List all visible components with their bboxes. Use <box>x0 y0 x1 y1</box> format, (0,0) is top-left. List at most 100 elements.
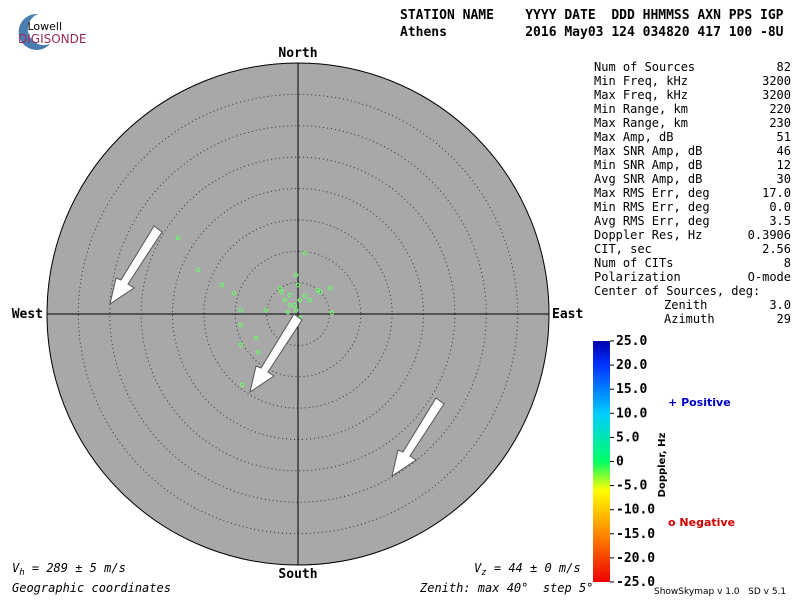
stat-label: Min RMS Err, deg <box>594 200 710 214</box>
zenith-label: Zenith: max 40° step 5° <box>419 581 593 595</box>
colorbar-tick-label: 25.0 <box>616 334 647 349</box>
source-point <box>302 293 308 299</box>
value-text: = 44 ± 0 m/s <box>487 561 581 575</box>
legend-text: Negative <box>679 516 735 529</box>
logo-bottom: DIGISONDE <box>18 32 86 46</box>
source-point <box>293 307 299 313</box>
colorbar-tick-label: -15.0 <box>616 527 655 542</box>
coords-label: Geographic coordinates <box>12 581 171 595</box>
subscript: h <box>19 568 24 578</box>
stat-value: 29 <box>777 312 791 326</box>
stat-value: 12 <box>777 158 791 172</box>
colorbar-tick-label: 10.0 <box>616 406 647 421</box>
header-line: STATION NAME YYYY DATE DDD HHMMSS AXN PP… <box>400 8 784 23</box>
subscript: z <box>481 568 486 578</box>
drift-arrows <box>109 225 445 478</box>
stat-label: Min Range, km <box>594 102 688 116</box>
stat-label: Doppler Res, Hz <box>594 228 702 242</box>
stat-label: Min SNR Amp, dB <box>594 158 702 172</box>
stat-value: 8 <box>784 256 791 270</box>
stat-label: Min Freq, kHz <box>594 74 688 88</box>
header-line: Athens 2016 May03 124 034820 417 100 -8U <box>400 25 784 40</box>
source-point <box>263 307 269 313</box>
colorbar-tick-label: -25.0 <box>616 575 655 590</box>
source-point <box>295 282 301 288</box>
source-point <box>317 289 323 295</box>
source-point <box>231 290 237 296</box>
stat-value: 3200 <box>762 74 791 88</box>
vh-label: Vh = 289 ± 5 m/s <box>12 561 126 578</box>
stat-value: 3.5 <box>769 214 791 228</box>
version-label: ShowSkymap v 1.0 SD v 5.1 <box>654 587 786 597</box>
stat-label: Max Range, km <box>594 116 688 130</box>
colorbar <box>593 341 610 582</box>
stat-label: CIT, sec <box>594 242 652 256</box>
colorbar-tick-label: 20.0 <box>616 358 647 373</box>
source-point <box>219 282 225 288</box>
colorbar-tick-label: 5.0 <box>616 430 640 445</box>
drift-arrow <box>249 313 303 394</box>
legend-symbol: o <box>668 516 676 529</box>
drift-arrow <box>109 225 163 306</box>
source-point <box>253 335 259 341</box>
source-point <box>282 297 288 303</box>
stat-value: 3.0 <box>769 298 791 312</box>
stat-value: O-mode <box>748 270 791 284</box>
stats-table: Num of Sources 82 Min Freq, kHz 3200 Max Fre… <box>594 60 791 326</box>
source-point <box>255 349 261 355</box>
colorbar-ticks: 25.0 20.0 15.0 10.0 5.0 0 -5.0 -10.0 -15.0 -20.0 -… <box>610 334 655 590</box>
source-point <box>287 292 293 298</box>
source-point <box>307 297 313 303</box>
symbol: V <box>474 561 482 575</box>
source-point <box>329 310 335 316</box>
legend-negative: o Negative <box>668 516 735 529</box>
logo-top: Lowell <box>27 20 62 33</box>
stat-value: 230 <box>769 116 791 130</box>
legend-symbol: + <box>668 396 677 409</box>
stat-value: 3200 <box>762 88 791 102</box>
colorbar-tick-label: 15.0 <box>616 382 647 397</box>
source-point <box>239 382 245 388</box>
stat-value: 17.0 <box>762 186 791 200</box>
source-point <box>195 267 201 273</box>
stat-label: Polarization <box>594 270 681 284</box>
colorbar-tick-label: -20.0 <box>616 551 655 566</box>
legend-text: Positive <box>681 396 731 409</box>
compass-label: North <box>278 46 317 61</box>
source-point <box>175 235 181 241</box>
stat-value: 46 <box>777 144 791 158</box>
symbol: V <box>12 561 20 575</box>
stat-value: 2.56 <box>762 242 791 256</box>
skymap-plot <box>46 62 550 566</box>
source-point <box>277 285 283 291</box>
compass-label: West <box>12 307 43 322</box>
stat-label: Max Freq, kHz <box>594 88 688 102</box>
stat-value: 220 <box>769 102 791 116</box>
value-text: = 289 ± 5 m/s <box>25 561 126 575</box>
source-point <box>302 250 308 256</box>
stat-label: Max Amp, dB <box>594 130 673 144</box>
logo-swoosh <box>18 13 50 50</box>
source-point <box>327 285 333 291</box>
source-point <box>293 272 299 278</box>
colorbar-label: Doppler, Hz <box>657 433 668 498</box>
source-point <box>279 289 284 295</box>
colorbar-tick-label: -5.0 <box>616 479 647 494</box>
colorbar-tick-label: 0 <box>616 455 624 470</box>
source-point <box>238 307 244 313</box>
vz-label: Vz = 44 ± 0 m/s <box>474 561 581 578</box>
colorbar-tick-label: -10.0 <box>616 503 655 518</box>
stat-label: Avg RMS Err, deg <box>594 214 710 228</box>
source-point <box>238 342 244 348</box>
stat-label: Max RMS Err, deg <box>594 186 710 200</box>
stat-label: Num of Sources <box>594 60 695 74</box>
compass-label: East <box>552 307 583 322</box>
stat-value: 0.0 <box>769 200 791 214</box>
stat-label: Azimuth <box>664 312 715 326</box>
stat-value: 0.3906 <box>748 228 791 242</box>
legend-positive: + Positive <box>668 396 731 409</box>
source-point <box>297 297 303 303</box>
stat-value: 30 <box>777 172 791 186</box>
stat-label: Max SNR Amp, dB <box>594 144 702 158</box>
